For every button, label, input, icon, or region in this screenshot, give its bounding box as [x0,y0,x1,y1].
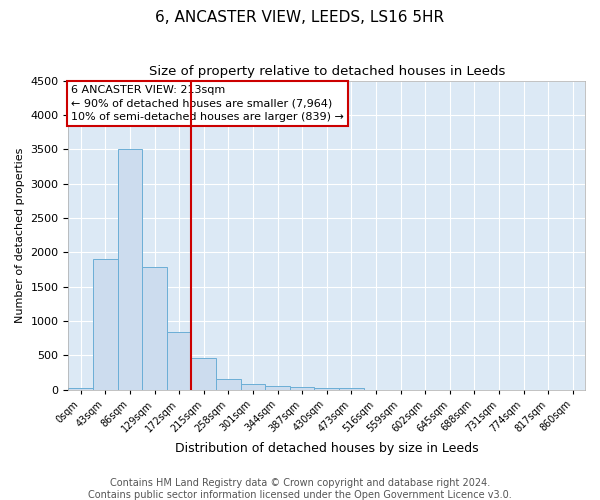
X-axis label: Distribution of detached houses by size in Leeds: Distribution of detached houses by size … [175,442,479,455]
Bar [241,384,265,390]
Bar [290,386,314,390]
Bar [93,259,118,390]
Bar [191,358,216,390]
Bar [339,388,364,390]
Text: Contains HM Land Registry data © Crown copyright and database right 2024.
Contai: Contains HM Land Registry data © Crown c… [88,478,512,500]
Bar [167,332,191,390]
Bar [68,388,93,390]
Text: 6, ANCASTER VIEW, LEEDS, LS16 5HR: 6, ANCASTER VIEW, LEEDS, LS16 5HR [155,10,445,25]
Title: Size of property relative to detached houses in Leeds: Size of property relative to detached ho… [149,65,505,78]
Bar [265,386,290,390]
Bar [314,388,339,390]
Bar [118,150,142,390]
Bar [142,268,167,390]
Text: 6 ANCASTER VIEW: 213sqm
← 90% of detached houses are smaller (7,964)
10% of semi: 6 ANCASTER VIEW: 213sqm ← 90% of detache… [71,85,344,122]
Y-axis label: Number of detached properties: Number of detached properties [15,148,25,323]
Bar [216,378,241,390]
